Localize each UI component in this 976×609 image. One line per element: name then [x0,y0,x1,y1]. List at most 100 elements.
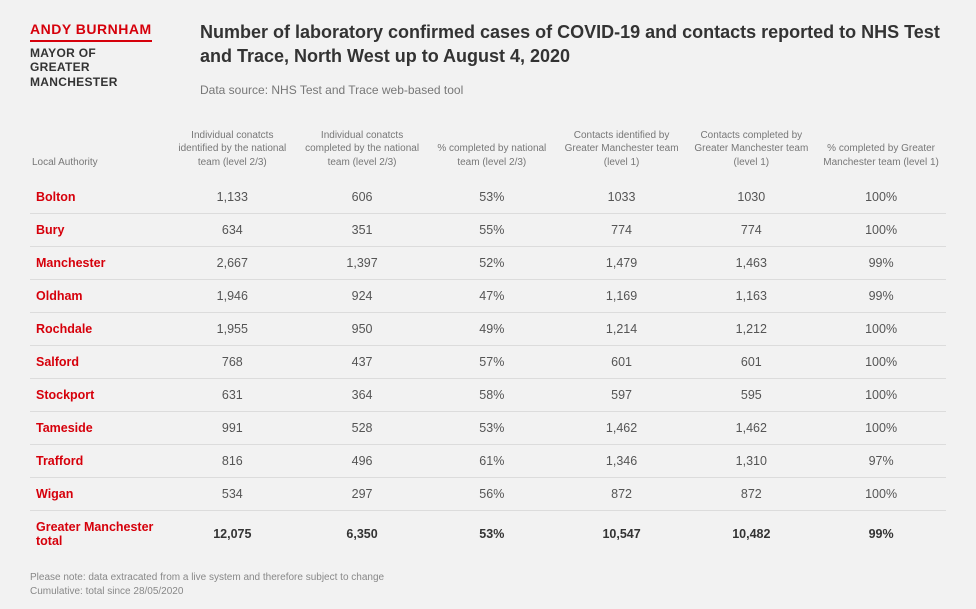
table-row: Manchester2,6671,39752%1,4791,46399% [30,247,946,280]
cell-value: 1030 [686,181,816,214]
cell-value: 100% [816,379,946,412]
logo-name: ANDY BURNHAM [30,21,152,42]
cell-authority: Wigan [30,478,167,511]
slide-page: ANDY BURNHAM MAYOR OF GREATER MANCHESTER… [0,0,976,609]
cell-value-total: 53% [427,511,557,558]
cell-authority: Bury [30,214,167,247]
cell-value: 97% [816,445,946,478]
col-header-authority: Local Authority [30,123,167,182]
cell-value: 774 [686,214,816,247]
cell-value: 58% [427,379,557,412]
cell-value: 100% [816,346,946,379]
table-row: Oldham1,94692447%1,1691,16399% [30,280,946,313]
cell-value: 872 [686,478,816,511]
cell-value: 297 [297,478,427,511]
table-row: Bolton1,13360653%10331030100% [30,181,946,214]
cell-authority: Stockport [30,379,167,412]
cell-value: 100% [816,214,946,247]
cell-value: 768 [167,346,297,379]
cell-authority: Bolton [30,181,167,214]
cell-value: 53% [427,181,557,214]
cell-value: 1,346 [557,445,687,478]
cell-value: 1,955 [167,313,297,346]
col-header-2: Individual conatcts completed by the nat… [297,123,427,182]
cell-authority: Rochdale [30,313,167,346]
cell-value-total: 10,547 [557,511,687,558]
table-row: Salford76843757%601601100% [30,346,946,379]
cell-value: 1,479 [557,247,687,280]
table-row: Trafford81649661%1,3461,31097% [30,445,946,478]
cell-value: 100% [816,313,946,346]
cell-value: 437 [297,346,427,379]
header-row: ANDY BURNHAM MAYOR OF GREATER MANCHESTER… [30,20,946,97]
table-row-total: Greater Manchester total12,0756,35053%10… [30,511,946,558]
cell-value: 774 [557,214,687,247]
cell-value: 595 [686,379,816,412]
cell-value: 601 [557,346,687,379]
cell-value: 1,462 [557,412,687,445]
cell-value: 634 [167,214,297,247]
cell-value: 496 [297,445,427,478]
footnote-line-1: Please note: data extracated from a live… [30,571,946,585]
cell-value: 1,212 [686,313,816,346]
cell-value: 1,214 [557,313,687,346]
cell-authority: Tameside [30,412,167,445]
table-head: Local Authority Individual conatcts iden… [30,123,946,182]
cell-value: 597 [557,379,687,412]
cell-value: 99% [816,247,946,280]
page-title: Number of laboratory confirmed cases of … [200,20,946,69]
cell-value: 1,133 [167,181,297,214]
cell-value: 1,462 [686,412,816,445]
cell-value: 55% [427,214,557,247]
cell-value: 528 [297,412,427,445]
cell-value: 56% [427,478,557,511]
data-source: Data source: NHS Test and Trace web-base… [200,83,946,97]
footnote-line-2: Cumulative: total since 28/05/2020 [30,585,946,599]
cell-value: 1,163 [686,280,816,313]
cell-value: 52% [427,247,557,280]
cell-value: 100% [816,412,946,445]
data-table: Local Authority Individual conatcts iden… [30,123,946,558]
cell-value: 816 [167,445,297,478]
cell-value: 49% [427,313,557,346]
cell-value: 53% [427,412,557,445]
table-row: Tameside99152853%1,4621,462100% [30,412,946,445]
table-row: Rochdale1,95595049%1,2141,212100% [30,313,946,346]
logo-sub-3: MANCHESTER [30,75,170,89]
cell-value: 100% [816,478,946,511]
cell-value: 61% [427,445,557,478]
cell-authority: Salford [30,346,167,379]
cell-value-total: 12,075 [167,511,297,558]
table-row: Bury63435155%774774100% [30,214,946,247]
cell-authority: Manchester [30,247,167,280]
cell-value: 534 [167,478,297,511]
cell-authority: Trafford [30,445,167,478]
cell-value: 1,310 [686,445,816,478]
col-header-1: Individual conatcts identified by the na… [167,123,297,182]
cell-value: 950 [297,313,427,346]
cell-authority-total: Greater Manchester total [30,511,167,558]
cell-value-total: 10,482 [686,511,816,558]
cell-value: 1,946 [167,280,297,313]
footnote: Please note: data extracated from a live… [30,571,946,599]
cell-value: 100% [816,181,946,214]
cell-value: 57% [427,346,557,379]
cell-value: 924 [297,280,427,313]
cell-value-total: 99% [816,511,946,558]
logo-block: ANDY BURNHAM MAYOR OF GREATER MANCHESTER [30,20,170,89]
cell-value: 1,169 [557,280,687,313]
table-row: Stockport63136458%597595100% [30,379,946,412]
cell-value: 631 [167,379,297,412]
cell-value: 364 [297,379,427,412]
cell-value: 47% [427,280,557,313]
cell-value: 991 [167,412,297,445]
logo-sub-2: GREATER [30,60,170,74]
logo-sub-1: MAYOR OF [30,46,170,60]
cell-value: 1,397 [297,247,427,280]
cell-authority: Oldham [30,280,167,313]
cell-value: 872 [557,478,687,511]
cell-value: 99% [816,280,946,313]
cell-value: 601 [686,346,816,379]
table-row: Wigan53429756%872872100% [30,478,946,511]
table-body: Bolton1,13360653%10331030100%Bury6343515… [30,181,946,557]
